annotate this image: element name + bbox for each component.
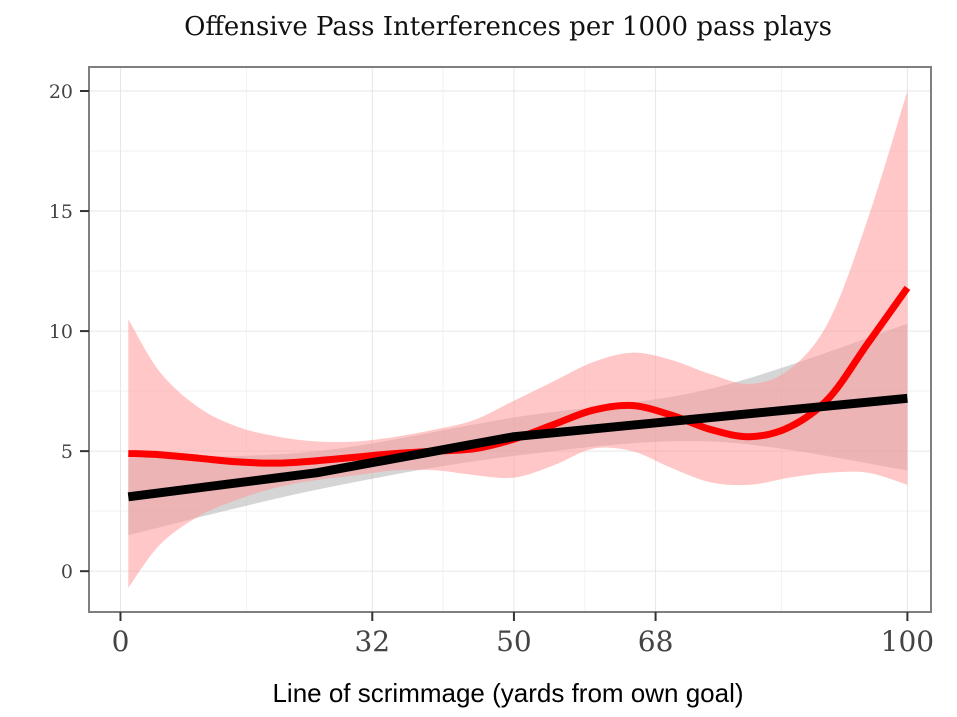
- y-axis: 0 5 10 15 20: [49, 81, 89, 583]
- y-tick-label: 0: [61, 561, 73, 583]
- x-tick-label: 0: [112, 625, 130, 658]
- y-tick-label: 10: [49, 321, 73, 343]
- y-tick-label: 5: [61, 441, 73, 463]
- x-tick-label: 68: [638, 625, 674, 658]
- confidence-band-smooth: [128, 91, 908, 588]
- x-axis-label: Line of scrimmage (yards from own goal): [272, 678, 743, 708]
- chart-title: Offensive Pass Interferences per 1000 pa…: [184, 12, 832, 42]
- grid-minor: [89, 67, 931, 612]
- y-tick-label: 15: [49, 201, 73, 223]
- x-axis: 0 32 50 68 100: [112, 612, 934, 658]
- y-tick-label: 20: [49, 81, 73, 103]
- ribbons: [128, 91, 908, 588]
- x-tick-label: 50: [496, 625, 532, 658]
- grid-major: [89, 67, 931, 612]
- series-lines: [127, 285, 911, 502]
- x-tick-label: 32: [354, 625, 390, 658]
- panel-border: [88, 66, 932, 613]
- series-line-linear: [127, 393, 908, 502]
- x-tick-label: 100: [881, 625, 934, 658]
